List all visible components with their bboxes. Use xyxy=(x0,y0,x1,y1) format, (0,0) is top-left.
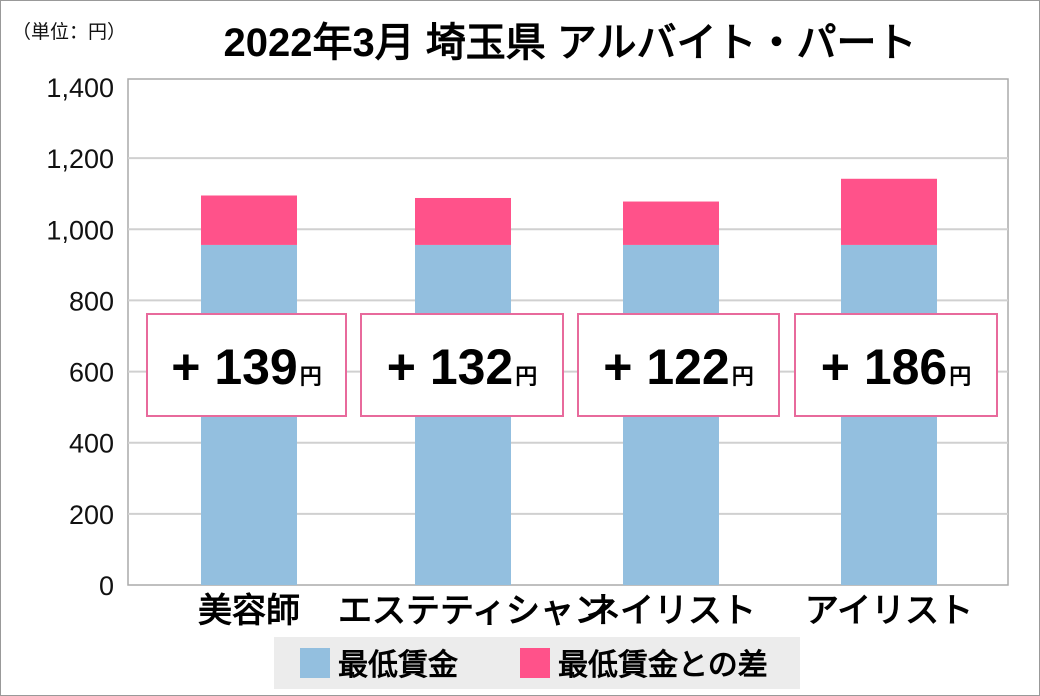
bar-difference xyxy=(415,197,511,245)
data-label-value: 132 xyxy=(430,339,513,395)
legend-swatch xyxy=(520,648,550,678)
data-label-sign: + xyxy=(387,339,430,395)
x-category-label: ネイリスト xyxy=(586,592,756,630)
legend-swatch xyxy=(300,648,330,678)
data-label-box xyxy=(794,313,998,417)
data-label-suffix: 円 xyxy=(732,364,754,389)
y-tick-label: 600 xyxy=(69,358,114,388)
data-label-value: 186 xyxy=(864,339,947,395)
unit-label: （単位：円） xyxy=(12,21,126,43)
plot-area xyxy=(127,78,1009,586)
data-label-suffix: 円 xyxy=(949,364,971,389)
x-category-label: 美容師 xyxy=(198,592,300,630)
data-label-box xyxy=(146,313,347,417)
data-label-sign: + xyxy=(171,339,214,395)
data-label-value: 122 xyxy=(646,339,729,395)
bar-difference xyxy=(623,201,719,245)
data-label-suffix: 円 xyxy=(300,364,322,389)
legend-label: 最低賃金との差 xyxy=(558,648,768,682)
data-label-box xyxy=(577,313,780,417)
x-category-label: アイリスト xyxy=(805,592,973,630)
data-label: + 132円 xyxy=(387,339,538,395)
chart-title: 2022年3月 埼玉県 アルバイト・パート xyxy=(223,21,916,65)
y-tick-label: 0 xyxy=(99,571,114,601)
data-label-suffix: 円 xyxy=(515,364,537,389)
data-label: + 122円 xyxy=(603,339,754,395)
y-tick-label: 1,400 xyxy=(46,73,114,103)
data-label-sign: + xyxy=(603,339,646,395)
y-tick-label: 1,000 xyxy=(46,215,114,245)
data-label-value: 139 xyxy=(214,339,297,395)
bar-difference xyxy=(201,195,297,245)
x-category-label: エステティシャン xyxy=(338,592,608,630)
data-label-sign: + xyxy=(821,339,864,395)
y-tick-label: 200 xyxy=(69,500,114,530)
y-tick-label: 800 xyxy=(69,286,114,316)
data-label: + 186円 xyxy=(821,339,972,395)
y-tick-label: 1,200 xyxy=(46,144,114,174)
data-label: + 139円 xyxy=(171,339,322,395)
y-tick-label: 400 xyxy=(69,429,114,459)
legend-label: 最低賃金 xyxy=(338,648,459,682)
data-label-box xyxy=(360,313,564,417)
bar-difference xyxy=(841,178,937,245)
